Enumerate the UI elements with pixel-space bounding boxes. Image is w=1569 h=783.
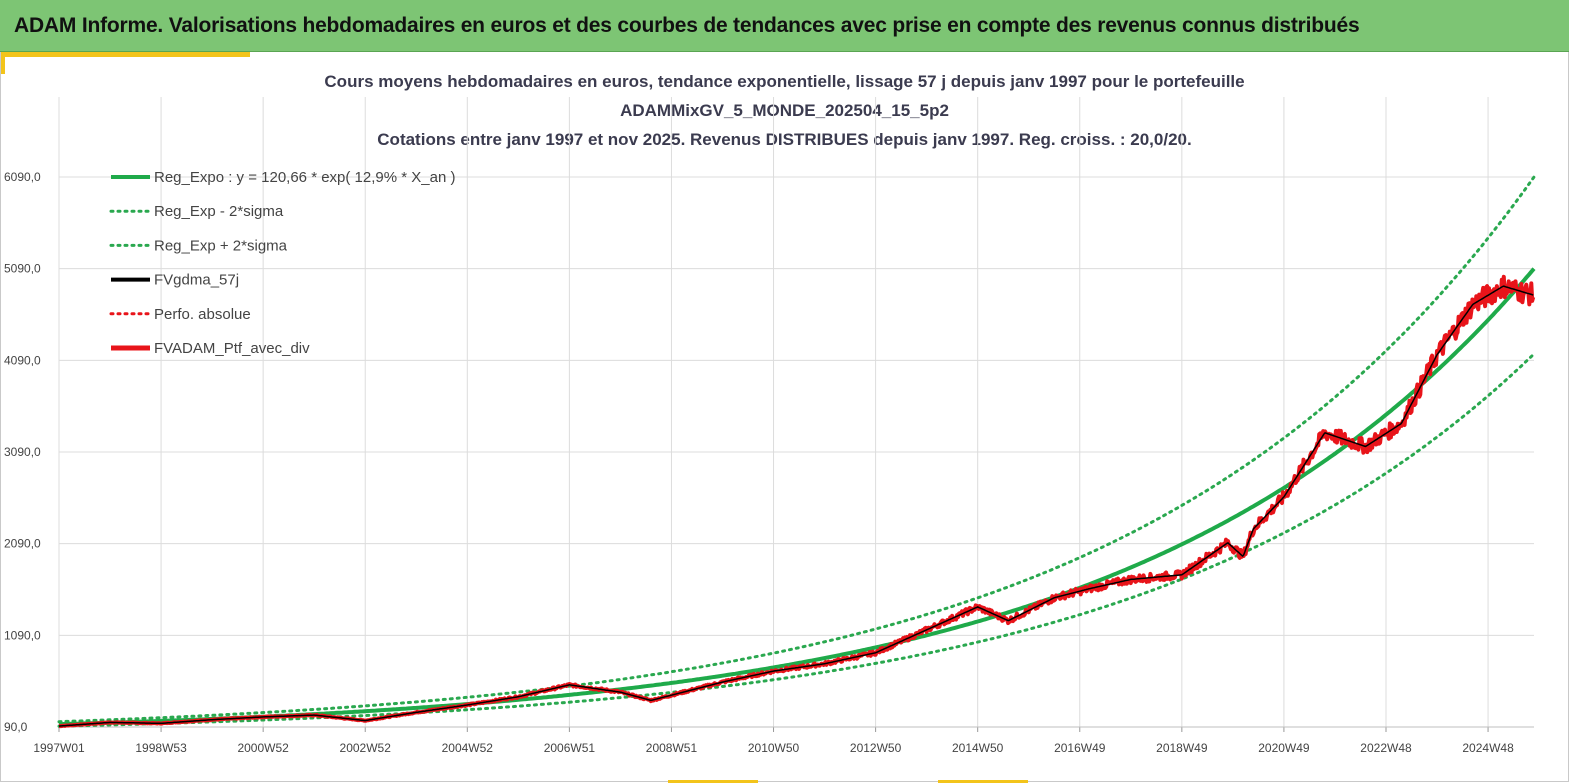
series-reg-exp-plus-2sigma [57,175,1536,724]
y-tick-label: 3090,0 [4,445,41,459]
accent-bar-left [0,52,5,74]
chart-grid [58,97,1534,728]
accent-bar [0,52,250,57]
y-tick-label: 4090,0 [4,353,41,367]
chart-legend: Reg_Expo : y = 120,66 * exp( 12,9% * X_a… [109,169,455,357]
x-tick-label: 2000W52 [237,741,289,755]
x-tick-label: 2006W51 [544,741,596,755]
series-fvgdma-57j [58,285,1534,727]
y-tick-label: 90,0 [4,720,28,734]
x-tick-label: 2010W50 [748,741,800,755]
chart-title-line-1: Cours moyens hebdomadaires en euros, ten… [324,72,1245,91]
y-tick-label: 5090,0 [4,262,41,276]
x-tick-label: 2008W51 [646,741,698,755]
x-tick-label: 2016W49 [1054,741,1106,755]
y-tick-label: 6090,0 [4,170,41,184]
chart-axes: 90,0 1090,0 2090,0 3090,0 4090,0 5090,0 6090,0… [4,170,1534,755]
x-tick-label: 2020W49 [1258,741,1310,755]
x-tick-label: 1998W53 [135,741,187,755]
legend-label: Reg_Exp + 2*sigma [154,237,288,254]
chart-series [57,175,1536,729]
y-tick-label: 1090,0 [4,628,41,642]
series-reg-exp-minus-2sigma [57,352,1536,728]
legend-label: FVADAM_Ptf_avec_div [154,340,310,357]
page-title: ADAM Informe. Valorisations hebdomadaire… [14,14,1360,37]
x-tick-label: 1997W01 [33,741,85,755]
header-banner: ADAM Informe. Valorisations hebdomadaire… [0,0,1569,52]
legend-label: Reg_Expo : y = 120,66 * exp( 12,9% * X_a… [154,169,455,186]
chart-title-line-2: ADAMMixGV_5_MONDE_202504_15_5p2 [620,101,949,120]
x-tick-label: 2002W52 [340,741,392,755]
bottom-accent-1 [668,780,758,783]
x-tick-label: 2018W49 [1156,741,1208,755]
x-tick-label: 2014W50 [952,741,1004,755]
x-tick-label: 2004W52 [442,741,494,755]
y-tick-label: 2090,0 [4,537,41,551]
bottom-accent-2 [938,780,1028,783]
chart-title-line-3: Cotations entre janv 1997 et nov 2025. R… [377,130,1192,149]
legend-label: Reg_Exp - 2*sigma [154,203,284,220]
x-tick-label: 2024W48 [1462,741,1514,755]
legend-label: FVgdma_57j [154,272,239,289]
legend-label: Perfo. absolue [154,306,251,323]
series-reg-expo [58,267,1536,727]
x-tick-label: 2012W50 [850,741,902,755]
x-tick-label: 2022W48 [1360,741,1412,755]
